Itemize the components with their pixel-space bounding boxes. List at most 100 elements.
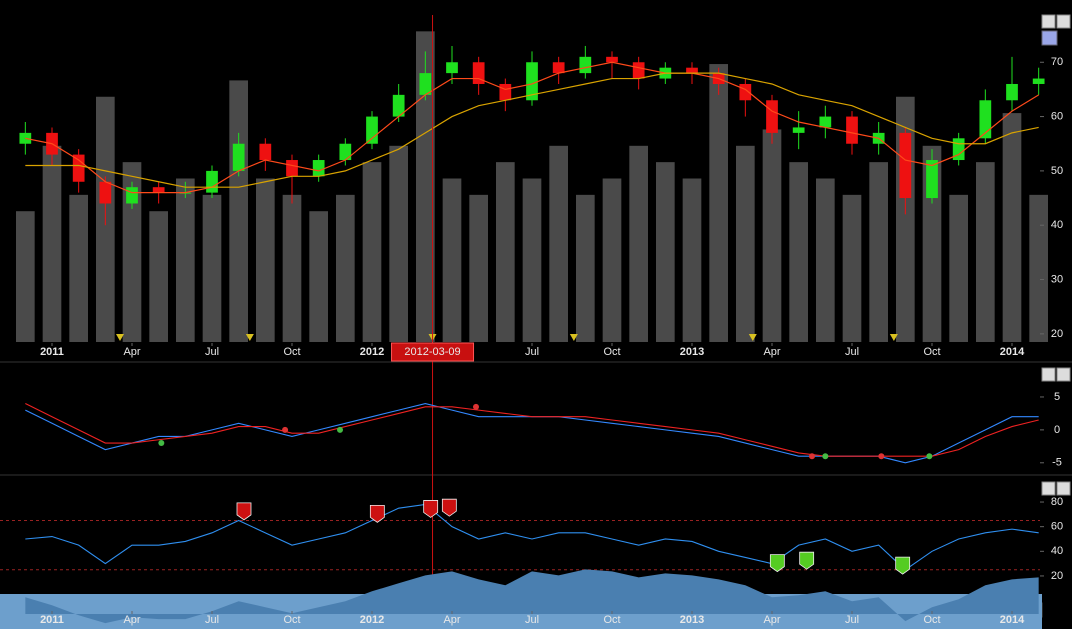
- volume-bar: [309, 211, 328, 342]
- series-line: [25, 72, 1039, 188]
- candle-body: [792, 127, 805, 133]
- volume-bar: [229, 80, 248, 343]
- x-tick-label: Jul: [845, 346, 859, 358]
- edit-icon[interactable]: [1056, 367, 1071, 382]
- y-tick-label: 70: [1051, 56, 1063, 68]
- volume-bar: [176, 178, 195, 342]
- settings-icon[interactable]: [1041, 30, 1058, 46]
- x-tick-label: Jul: [205, 614, 219, 626]
- volume-bar: [69, 194, 88, 342]
- y-tick-label: 50: [1051, 165, 1063, 177]
- x-tick-label: Jul: [205, 346, 219, 358]
- candle-body: [472, 62, 485, 84]
- volume-bar: [122, 162, 142, 342]
- candle-body: [686, 67, 698, 74]
- volume-bar: [629, 145, 648, 342]
- edit-icon[interactable]: [1041, 14, 1056, 29]
- edit-icon[interactable]: [1056, 14, 1071, 29]
- x-tick-label: Oct: [923, 614, 940, 626]
- volume-bar: [42, 145, 62, 342]
- candle-body: [339, 143, 352, 161]
- candle-body: [579, 56, 592, 74]
- candle-body: [126, 187, 138, 204]
- volume-bar: [469, 194, 488, 342]
- x-tick-label: Jul: [525, 346, 539, 358]
- x-tick-label: Oct: [603, 346, 620, 358]
- x-tick-label: 2012: [360, 614, 384, 626]
- candle-body: [1006, 83, 1018, 101]
- candle-body: [606, 56, 618, 63]
- volume-bar: [576, 194, 595, 342]
- candle-body: [446, 62, 458, 74]
- cross-point: [822, 453, 829, 460]
- candle-body: [1032, 78, 1045, 84]
- x-tick-label: Oct: [923, 346, 940, 358]
- x-tick-label: Apr: [763, 346, 780, 358]
- candle-body: [206, 170, 218, 193]
- series-line: [25, 403, 1039, 457]
- volume-bar: [282, 194, 302, 342]
- y-tick-label: 60: [1051, 521, 1063, 533]
- candle-body: [499, 83, 512, 101]
- series-line: [25, 503, 1039, 571]
- y-tick-label: 80: [1051, 496, 1063, 508]
- x-tick-label: Apr: [123, 614, 140, 626]
- signal-flag: [799, 551, 815, 570]
- volume-bar: [949, 194, 968, 342]
- y-tick-label: 5: [1054, 391, 1060, 403]
- candle-body: [392, 94, 405, 117]
- cross-point: [878, 453, 885, 460]
- volume-bar: [682, 178, 702, 342]
- edit-icon[interactable]: [1056, 481, 1071, 496]
- volume-bar: [976, 162, 995, 342]
- candle-body: [366, 116, 378, 144]
- x-tick-label: 2013: [680, 346, 704, 358]
- x-tick-label: 2012: [360, 346, 384, 358]
- candle-body: [952, 138, 965, 161]
- volume-bar: [842, 194, 862, 342]
- volume-bar: [549, 145, 568, 342]
- signal-flag: [769, 554, 785, 573]
- volume-bar: [1029, 194, 1048, 342]
- navigator-area: [25, 569, 1039, 624]
- candle-body: [899, 132, 912, 199]
- x-tick-label: 2011: [40, 346, 64, 358]
- candle-body: [846, 116, 858, 144]
- candle-body: [819, 116, 832, 128]
- candle-body: [99, 181, 112, 204]
- candle-body: [419, 73, 432, 95]
- cross-point: [282, 426, 289, 433]
- y-tick-label: -5: [1052, 457, 1062, 469]
- candle-body: [766, 100, 778, 133]
- candle-body: [526, 62, 538, 101]
- x-tick-label: 2013: [680, 614, 704, 626]
- volume-bar: [709, 64, 728, 343]
- volume-bar: [389, 145, 408, 342]
- x-tick-label: Jul: [845, 614, 859, 626]
- cross-point: [473, 403, 479, 410]
- candle-body: [259, 143, 272, 161]
- volume-bar: [442, 178, 462, 342]
- x-tick-label: Apr: [443, 614, 460, 626]
- x-tick-label: 2011: [40, 614, 64, 626]
- edit-icon[interactable]: [1041, 481, 1056, 496]
- edit-icon[interactable]: [1041, 367, 1056, 382]
- cursor-label-box: [391, 342, 475, 362]
- x-tick-label: Apr: [763, 614, 780, 626]
- volume-bar: [336, 194, 355, 342]
- cursor-label: 2012-03-09: [404, 346, 460, 358]
- volume-bar: [762, 129, 782, 342]
- candle-body: [552, 62, 565, 74]
- x-tick-label: Oct: [603, 614, 620, 626]
- candle-body: [926, 160, 938, 199]
- volume-bar: [202, 194, 222, 342]
- candle-body: [739, 83, 752, 101]
- x-tick-label: Oct: [283, 346, 300, 358]
- x-tick-label: 2014: [1000, 614, 1025, 626]
- candle-body: [232, 143, 245, 171]
- volume-bar: [816, 178, 835, 342]
- x-tick-label: Apr: [123, 346, 140, 358]
- event-marker: [569, 334, 578, 341]
- signal-flag: [236, 502, 252, 521]
